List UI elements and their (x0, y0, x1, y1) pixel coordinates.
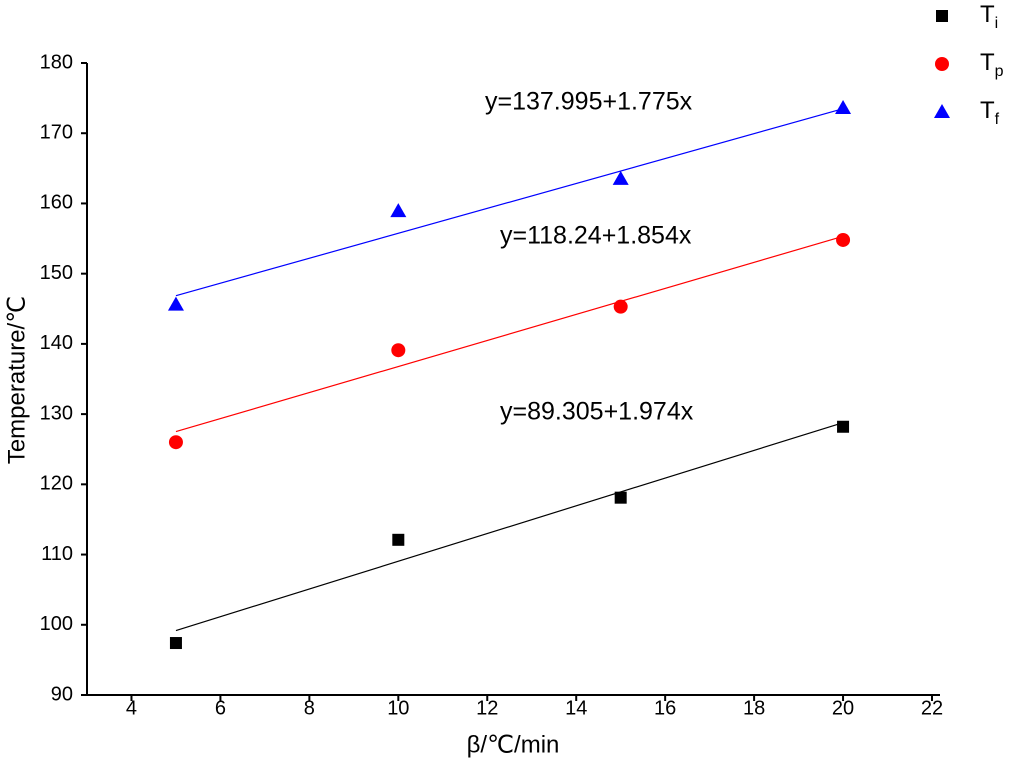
legend-subscript: p (995, 63, 1004, 80)
y-tick-label: 150 (40, 262, 73, 284)
legend-marker (936, 10, 948, 22)
legend-marker (935, 57, 949, 71)
x-tick-label: 14 (565, 697, 587, 719)
data-point (837, 420, 850, 433)
y-axis-title: Temperature/℃ (3, 296, 30, 464)
legend-label: Tp (980, 49, 1004, 80)
y-tick-label: 110 (41, 543, 73, 565)
fit-equation: y=118.24+1.854x (500, 222, 692, 250)
x-tick-label: 12 (476, 697, 498, 719)
y-tick-label: 90 (51, 683, 73, 705)
legend-subscript: f (995, 111, 1000, 128)
data-point (167, 296, 184, 311)
fit-line (175, 422, 844, 632)
y-tick-label: 100 (40, 613, 73, 635)
data-point (168, 435, 183, 450)
legend-marker (934, 104, 950, 118)
legend-name: T (980, 49, 995, 76)
data-point (612, 170, 629, 185)
x-tick-label: 22 (921, 697, 943, 719)
y-tick-label: 140 (40, 332, 73, 354)
x-tick-label: 20 (832, 697, 854, 719)
legend-subscript: i (995, 15, 999, 32)
x-tick-label: 8 (304, 697, 315, 719)
data-point (836, 232, 851, 247)
x-tick-label: 6 (215, 697, 226, 719)
data-point (392, 533, 405, 546)
legend-label: Ti (980, 1, 998, 32)
x-tick-label: 10 (387, 697, 409, 719)
y-tick-label: 160 (40, 192, 73, 214)
data-point (835, 99, 852, 114)
fit-line (175, 235, 844, 433)
x-tick-label: 4 (126, 697, 137, 719)
y-tick-label: 170 (40, 122, 73, 144)
x-tick-label: 16 (654, 697, 676, 719)
data-point (613, 299, 628, 314)
x-axis-title: β/℃/min (467, 731, 560, 758)
data-point (391, 343, 406, 358)
fit-equation: y=89.305+1.974x (500, 398, 694, 426)
y-tick-label: 120 (40, 473, 73, 495)
y-tick-label: 180 (40, 51, 73, 73)
y-tick-label: 130 (40, 402, 73, 424)
fit-line (175, 108, 844, 297)
x-tick-label: 18 (743, 697, 765, 719)
data-point (390, 203, 407, 218)
data-point (614, 491, 627, 504)
legend-label: Tf (980, 97, 1000, 128)
legend-name: T (980, 97, 995, 124)
fit-equation: y=137.995+1.775x (485, 88, 693, 116)
data-point (169, 637, 182, 650)
legend-name: T (980, 1, 995, 28)
